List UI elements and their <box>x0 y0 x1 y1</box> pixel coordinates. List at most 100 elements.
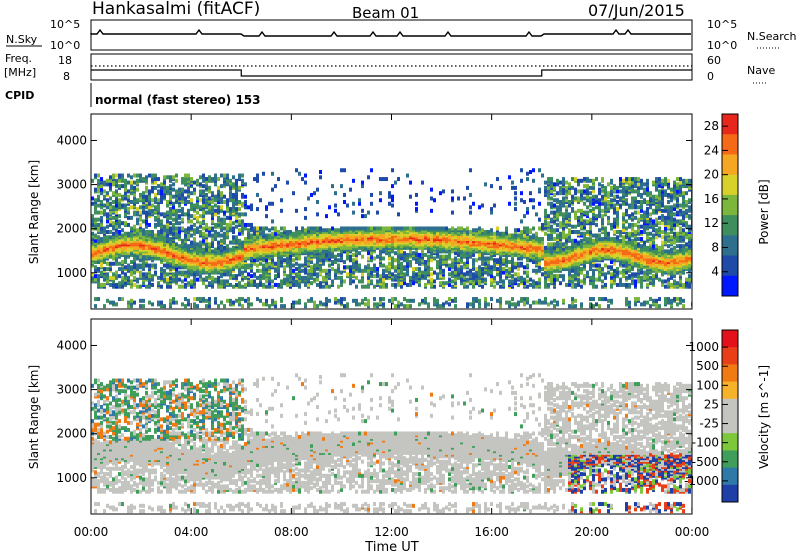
power-cell <box>121 173 124 178</box>
power-cell <box>106 230 109 234</box>
power-cell <box>148 173 151 178</box>
power-cell <box>565 224 568 229</box>
power-cell <box>343 226 346 231</box>
power-cell <box>172 300 175 305</box>
power-cell <box>208 247 211 252</box>
power-cell <box>280 198 283 203</box>
power-cell <box>178 226 181 231</box>
power-cell <box>241 212 244 217</box>
power-cell <box>142 194 145 199</box>
power-cell <box>550 279 553 284</box>
power-cell <box>553 228 556 233</box>
freq-tick-high: 18 <box>58 54 72 67</box>
power-cell <box>220 184 223 189</box>
power-cell <box>499 284 502 289</box>
power-cell <box>112 200 115 204</box>
power-cell <box>199 221 202 226</box>
power-cell <box>376 226 379 231</box>
power-cell <box>424 274 427 279</box>
power-cell <box>562 274 565 279</box>
power-cell <box>148 222 151 227</box>
power-cell <box>514 191 517 196</box>
power-cell <box>223 235 226 240</box>
power-cell <box>178 203 181 208</box>
power-cell <box>358 263 361 268</box>
power-cell <box>535 235 538 240</box>
power-cell <box>109 201 112 206</box>
cpid-label: CPID <box>5 89 34 102</box>
power-cell <box>289 282 292 287</box>
power-cell <box>91 219 94 224</box>
power-cell <box>136 212 139 217</box>
power-cell <box>508 279 511 284</box>
power-cell <box>160 300 163 305</box>
power-cell <box>109 230 112 234</box>
power-cell <box>580 242 583 247</box>
power-cell <box>430 251 433 256</box>
power-cell <box>523 200 526 204</box>
power-cell <box>259 226 262 231</box>
power-cell <box>421 226 424 231</box>
power-cell <box>574 224 577 229</box>
power-cell <box>556 274 559 279</box>
power-cell <box>121 184 124 189</box>
power-cell <box>199 249 202 254</box>
power-cell <box>145 194 148 199</box>
power-cell <box>136 217 139 222</box>
power-cell <box>175 226 178 231</box>
power-cell <box>379 226 382 231</box>
power-cell <box>523 265 526 270</box>
power-cell <box>571 207 574 212</box>
plot-title: Hankasalmi (fitACF) <box>92 0 260 19</box>
power-cell <box>271 187 274 192</box>
power-cell <box>346 226 349 231</box>
power-cell <box>529 235 532 240</box>
power-cell <box>262 282 265 287</box>
power-cell <box>205 238 208 243</box>
power-cell <box>190 233 193 238</box>
power-cell <box>547 282 550 287</box>
power-cell <box>130 270 133 275</box>
power-cell <box>550 217 553 222</box>
power-cell <box>172 201 175 206</box>
power-cell <box>238 228 241 233</box>
power-cell <box>523 281 526 286</box>
power-cell <box>430 187 433 192</box>
power-cell <box>475 297 478 302</box>
power-cell <box>205 184 208 189</box>
power-cell <box>292 282 295 287</box>
power-cell <box>124 191 127 196</box>
power-cell <box>562 191 565 196</box>
power-cell <box>205 247 208 252</box>
power-cell <box>421 298 424 303</box>
power-cell <box>286 282 289 287</box>
power-cell <box>181 238 184 243</box>
power-cell <box>418 282 421 287</box>
power-cell <box>352 298 355 303</box>
power-cell <box>205 203 208 208</box>
power-cell <box>115 178 118 183</box>
power-cell <box>418 274 421 279</box>
power-cell <box>415 201 418 206</box>
power-cell <box>112 300 115 305</box>
power-cell <box>115 258 118 263</box>
power-cell <box>220 279 223 284</box>
power-cell <box>379 297 382 302</box>
power-cell <box>199 182 202 187</box>
power-cell <box>511 297 514 302</box>
power-cell <box>127 207 130 212</box>
power-cell <box>307 277 310 282</box>
power-cell <box>184 180 187 185</box>
power-cell <box>232 175 235 180</box>
power-cell <box>163 189 166 194</box>
power-cell <box>496 226 499 231</box>
power-cell <box>112 231 115 236</box>
power-cell <box>115 275 118 280</box>
power-cell <box>205 222 208 227</box>
power-cell <box>322 258 325 263</box>
power-cell <box>397 177 400 182</box>
power-cell <box>193 302 196 307</box>
power-cell <box>118 178 121 183</box>
power-cell <box>304 228 307 233</box>
power-cell <box>181 270 184 275</box>
